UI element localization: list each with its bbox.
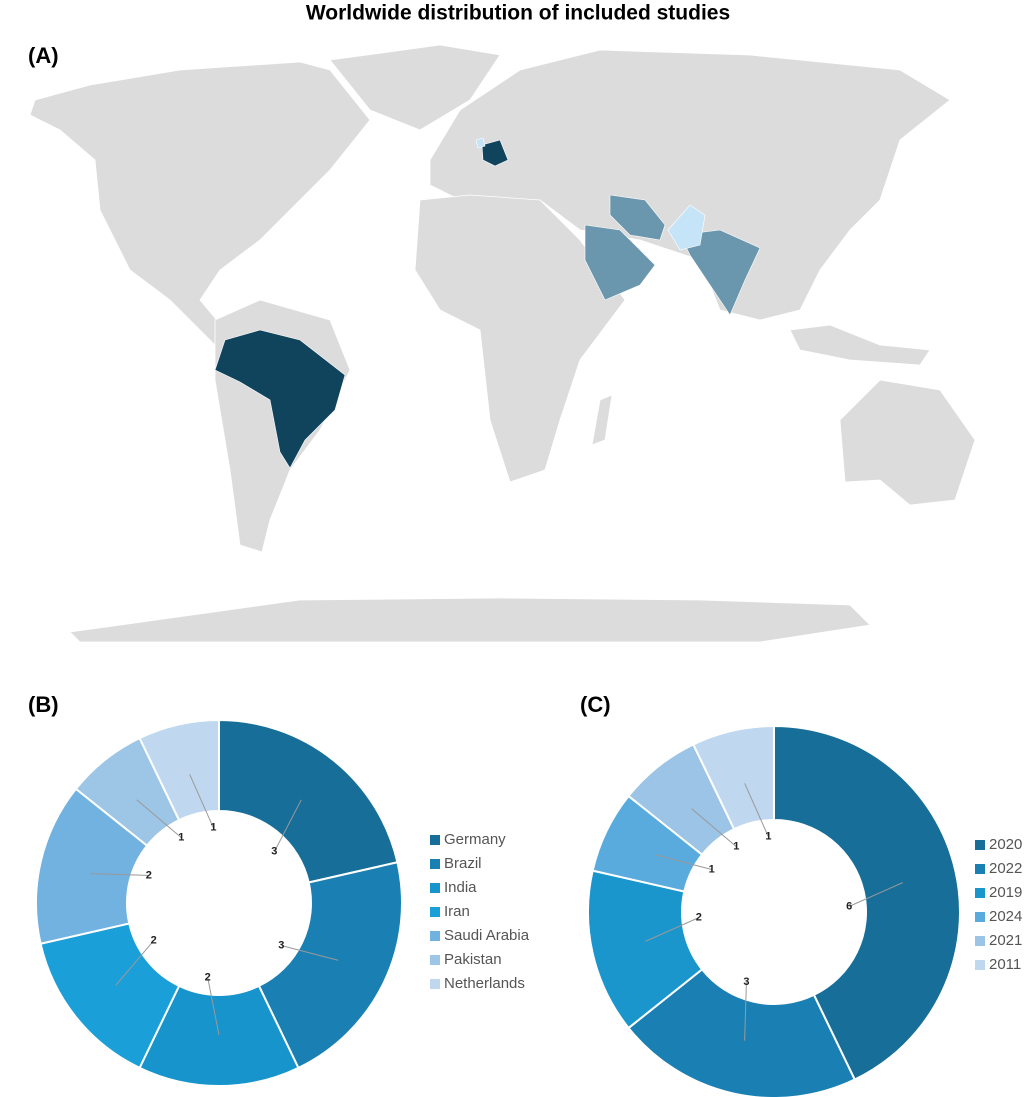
leader-line: [189, 774, 214, 828]
country: [679, 229, 761, 316]
legend-swatch: [430, 859, 440, 869]
panel-label: (A): [28, 43, 59, 68]
legend-swatch: [975, 912, 985, 922]
land: [429, 49, 951, 321]
legend-label: Iran: [444, 903, 470, 920]
land: [839, 379, 976, 506]
land: [29, 61, 371, 346]
country: [584, 224, 656, 301]
country: [475, 137, 486, 149]
data-label: 2: [146, 869, 152, 881]
land: [789, 324, 931, 366]
data-label: 1: [709, 863, 715, 875]
legend-swatch: [975, 936, 985, 946]
country: [214, 329, 346, 469]
data-label: 1: [765, 831, 771, 843]
donut-segment: [218, 718, 399, 884]
legend-label: 2021: [989, 932, 1022, 949]
legend-label: Germany: [444, 831, 506, 848]
leader-line: [691, 808, 737, 848]
land: [329, 44, 501, 131]
land: [69, 597, 871, 643]
leader-line: [849, 882, 903, 907]
leader-line: [136, 799, 182, 839]
legend-swatch: [975, 960, 985, 970]
leader-line: [645, 917, 699, 942]
legend-label: Pakistan: [444, 951, 502, 968]
legend-swatch: [430, 835, 440, 845]
legend-label: 2024: [989, 908, 1022, 925]
legend-label: Saudi Arabia: [444, 927, 530, 944]
legend-label: 2022: [989, 860, 1022, 877]
donut-segment: [627, 967, 857, 1097]
legend-swatch: [975, 864, 985, 874]
data-label: 3: [271, 846, 277, 858]
country: [481, 139, 509, 167]
leader-line: [115, 940, 155, 986]
panel-label: (B): [28, 692, 59, 717]
country: [609, 194, 666, 241]
data-label: 3: [278, 939, 284, 951]
legend-label: Brazil: [444, 855, 482, 872]
leader-line: [744, 783, 769, 837]
legend-swatch: [430, 931, 440, 941]
leader-line: [744, 982, 747, 1041]
legend-label: 2019: [989, 884, 1022, 901]
leader-line: [207, 977, 220, 1036]
leader-line: [281, 945, 339, 961]
legend-swatch: [975, 888, 985, 898]
donut-segment: [257, 861, 403, 1070]
data-label: 2: [205, 971, 211, 983]
data-label: 1: [733, 841, 739, 853]
legend-label: India: [444, 879, 477, 896]
legend-swatch: [430, 883, 440, 893]
panel-label: (C): [580, 692, 611, 717]
legend-swatch: [975, 840, 985, 850]
legend-swatch: [430, 907, 440, 917]
legend-swatch: [430, 979, 440, 989]
leader-line: [90, 873, 149, 876]
legend-swatch: [430, 955, 440, 965]
data-label: 1: [178, 832, 184, 844]
data-label: 2: [696, 912, 702, 924]
land: [414, 194, 626, 483]
leader-line: [273, 799, 302, 852]
land: [591, 394, 613, 446]
leader-line: [654, 854, 712, 870]
figure-title: Worldwide distribution of included studi…: [306, 2, 730, 25]
donut-segment: [773, 724, 961, 1081]
legend-label: 2011: [989, 956, 1021, 973]
data-label: 6: [846, 900, 852, 912]
legend-label: 2020: [989, 836, 1022, 853]
data-label: 2: [151, 935, 157, 947]
country: [667, 204, 706, 251]
legend-label: Netherlands: [444, 975, 525, 992]
data-label: 3: [743, 976, 749, 988]
data-label: 1: [210, 822, 216, 834]
